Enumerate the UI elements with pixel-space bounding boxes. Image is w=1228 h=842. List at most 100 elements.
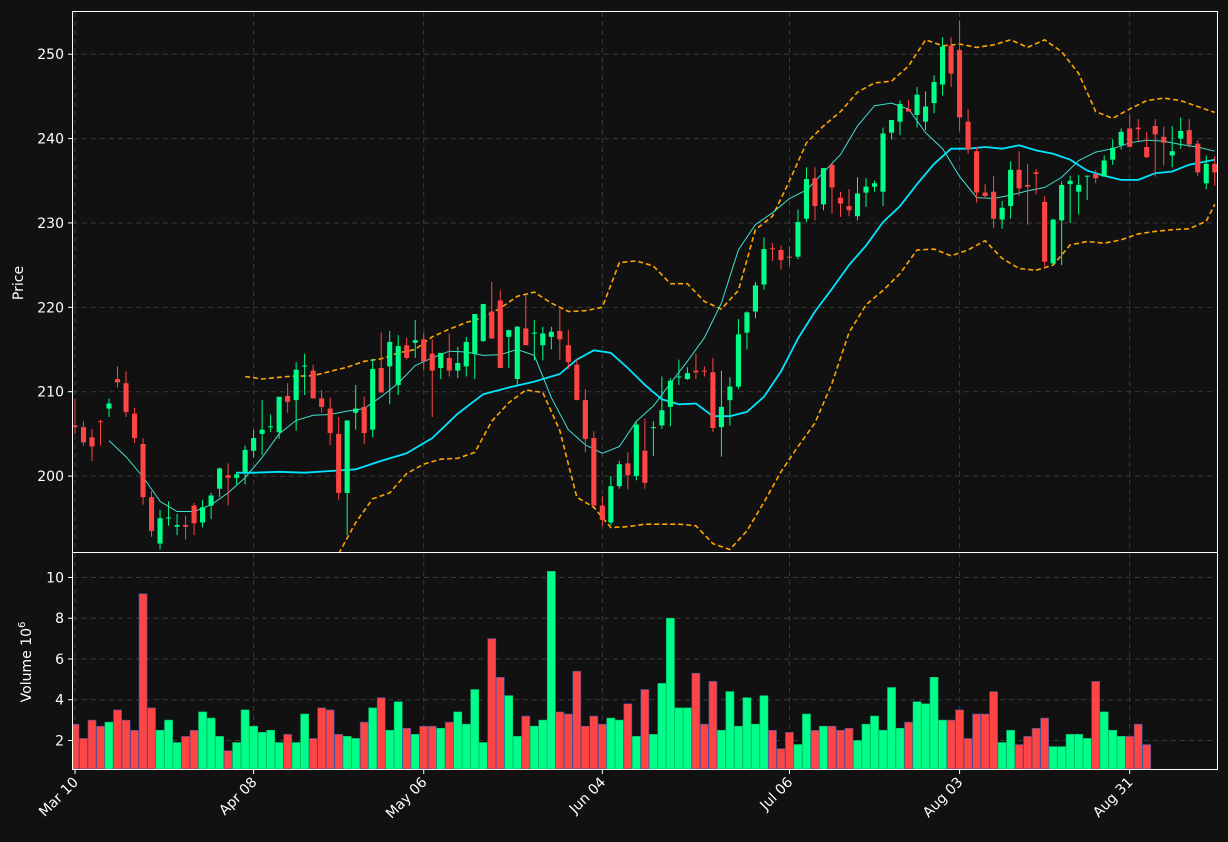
candle-body [812, 178, 818, 207]
candle-body [412, 340, 418, 343]
candle [965, 109, 971, 154]
candle [302, 353, 308, 396]
volume-bar [708, 681, 718, 769]
volume-bar [257, 732, 267, 769]
candle [523, 294, 529, 346]
candle [1067, 175, 1073, 223]
candle-body [905, 109, 912, 112]
candle-body [786, 256, 793, 258]
candle-body [1135, 127, 1141, 130]
candle [455, 346, 461, 379]
candle-body [1203, 163, 1209, 184]
candle [353, 384, 359, 430]
candle [837, 191, 844, 218]
candle [650, 421, 656, 456]
candle-body [897, 103, 903, 122]
volume-bar [751, 723, 760, 769]
candle-body [302, 365, 308, 367]
volume-bar [249, 725, 258, 769]
volume-bar [938, 719, 947, 769]
candle [80, 421, 87, 446]
candle [191, 503, 197, 536]
candle-body [327, 408, 333, 434]
candle [1059, 181, 1065, 266]
volume-bar [385, 729, 395, 769]
candle-body [608, 486, 614, 523]
candle-body [480, 303, 486, 342]
candle-body [1144, 147, 1150, 158]
candle [608, 476, 614, 525]
candle [863, 178, 869, 207]
candle-body [718, 406, 724, 428]
candle [633, 422, 639, 481]
volume-tick-label: 4 [55, 693, 64, 709]
candle-body [1178, 130, 1184, 139]
candle-body [336, 433, 342, 493]
volume-bar [181, 736, 190, 769]
volume-bar [291, 742, 301, 769]
candle [871, 180, 878, 192]
candle [1203, 155, 1209, 190]
volume-bar [827, 725, 837, 769]
candle [489, 282, 495, 339]
candle-body [123, 383, 129, 412]
candle [404, 337, 410, 360]
candle-body [208, 495, 214, 506]
candle-body [1033, 172, 1039, 174]
candle [642, 418, 648, 489]
candle [506, 330, 512, 369]
candle-body [999, 207, 1005, 220]
candle-body [1059, 184, 1065, 221]
volume-bar [444, 721, 454, 769]
volume-bar [563, 713, 573, 769]
volume-bar [521, 715, 531, 769]
volume-bar [1048, 746, 1058, 769]
candle [472, 314, 478, 380]
volume-bar [538, 719, 548, 769]
volume-bar [1040, 717, 1049, 769]
candle-body [957, 49, 963, 118]
candle [217, 467, 223, 498]
price-tick-label: 200 [37, 469, 64, 485]
volume-bar [963, 738, 973, 769]
candle [1212, 156, 1217, 186]
candle [727, 377, 733, 426]
candle-body [1067, 180, 1073, 185]
volume-bar [1065, 734, 1075, 769]
candle-body [888, 120, 895, 133]
candle-body [438, 352, 444, 369]
volume-bar [657, 683, 667, 769]
candle [1135, 119, 1141, 142]
volume-bar [198, 711, 207, 769]
candle [200, 499, 206, 528]
candle [370, 358, 376, 438]
price-tick-label: 220 [37, 300, 64, 316]
candle [157, 509, 163, 550]
volume-bar [912, 701, 922, 769]
candle-body [565, 345, 571, 363]
volume-bar [147, 707, 156, 769]
candle [1008, 161, 1014, 219]
candle-body [574, 364, 580, 401]
volume-bar [376, 697, 386, 769]
volume-axis-label-text: Volume 10 [19, 628, 35, 702]
candle-body [923, 106, 929, 122]
candle-body [514, 326, 520, 380]
volume-bar [1006, 729, 1015, 769]
candle-body [863, 186, 869, 193]
candle-body [829, 164, 835, 188]
volume-bar [172, 742, 182, 769]
volume-bar [402, 727, 412, 769]
candle-body [710, 372, 716, 428]
candle-body [174, 525, 180, 527]
candle [1152, 119, 1158, 177]
volume-bar [606, 717, 616, 769]
volume-bar [223, 750, 233, 769]
candle-body [344, 420, 350, 493]
price-grid [73, 12, 1217, 552]
candle [1195, 140, 1201, 176]
candle [684, 367, 690, 380]
volume-bar [955, 709, 964, 769]
candle [166, 501, 172, 526]
volume-bar [283, 734, 292, 769]
